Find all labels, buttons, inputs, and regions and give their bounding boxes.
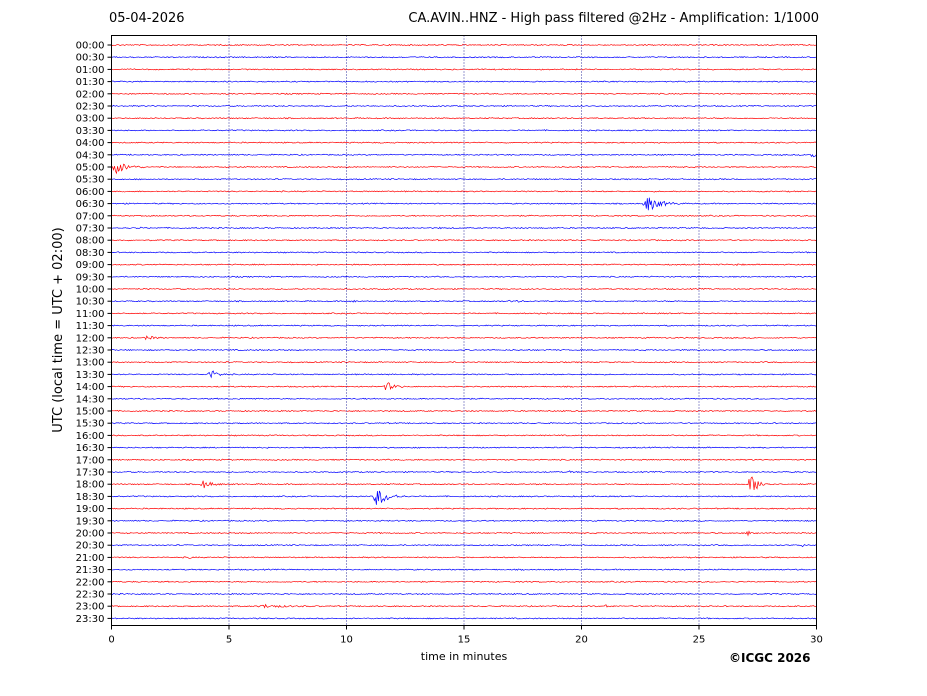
y-tick-label: 14:00	[76, 382, 105, 393]
y-tick-label: 23:00	[76, 602, 105, 613]
trace-1030	[111, 299, 817, 303]
y-tick-label: 08:00	[76, 236, 105, 247]
date-label: 05-04-2026	[109, 11, 185, 26]
y-tick-label: 06:00	[76, 187, 105, 198]
y-tick-label: 01:00	[76, 65, 105, 76]
y-tick-label: 15:30	[76, 419, 105, 430]
trace-1930	[111, 519, 817, 522]
y-tick-label: 07:00	[76, 211, 105, 222]
trace-1800	[111, 476, 817, 490]
y-tick-label: 18:30	[76, 492, 105, 503]
y-tick-label: 01:30	[76, 77, 105, 88]
trace-1300	[111, 361, 817, 364]
trace-0330	[111, 129, 817, 132]
trace-0200	[111, 92, 817, 95]
y-tick-label: 06:30	[76, 199, 105, 210]
x-axis-label: time in minutes	[421, 650, 508, 663]
x-tick-label: 25	[693, 635, 706, 646]
trace-0500	[111, 163, 817, 175]
y-axis-label: UTC (local time = UTC + 02:00)	[51, 227, 66, 432]
x-tick-label: 30	[810, 635, 823, 646]
y-tick-label: 03:00	[76, 114, 105, 125]
y-tick-label: 11:00	[76, 309, 105, 320]
trace-1730	[111, 470, 817, 474]
y-tick-label: 12:30	[76, 346, 105, 357]
grid-layer	[228, 35, 700, 626]
y-tick-label: 04:30	[76, 150, 105, 161]
trace-0300	[111, 117, 817, 120]
y-tick-label: 22:30	[76, 590, 105, 601]
y-tick-label: 03:30	[76, 126, 105, 137]
y-tick-label: 12:00	[76, 333, 105, 344]
y-tick-label: 08:30	[76, 248, 105, 259]
y-tick-label: 00:00	[76, 41, 105, 52]
y-tick-label: 07:30	[76, 224, 105, 235]
x-tick-label: 15	[458, 635, 471, 646]
y-tick-label: 05:00	[76, 163, 105, 174]
copyright-credit: ©ICGC 2026	[729, 651, 811, 665]
x-tick-label: 5	[226, 635, 232, 646]
y-tick-label: 16:30	[76, 443, 105, 454]
y-tick-label: 13:30	[76, 370, 105, 381]
y-tick-label: 04:00	[76, 138, 105, 149]
y-tick-label: 02:30	[76, 102, 105, 113]
y-tick-label: 09:30	[76, 272, 105, 283]
y-tick-label: 10:30	[76, 297, 105, 308]
x-axis: 0 5 10 15 20 25 30	[108, 625, 823, 646]
y-tick-label: 19:00	[76, 504, 105, 515]
y-tick-label: 20:00	[76, 529, 105, 540]
trace-1830	[111, 490, 817, 505]
y-tick-label: 15:00	[76, 407, 105, 418]
y-tick-label: 21:00	[76, 553, 105, 564]
y-tick-label: 00:30	[76, 53, 105, 64]
y-tick-label: 09:00	[76, 260, 105, 271]
y-tick-label: 13:00	[76, 358, 105, 369]
y-tick-label: 17:30	[76, 468, 105, 479]
x-tick-label: 0	[108, 635, 114, 646]
y-tick-label: 20:30	[76, 541, 105, 552]
trace-0530	[111, 178, 817, 181]
y-tick-label: 18:00	[76, 480, 105, 491]
chart-title: CA.AVIN..HNZ - High pass filtered @2Hz -…	[408, 11, 819, 26]
y-tick-label: 02:00	[76, 89, 105, 100]
y-tick-label: 23:30	[76, 614, 105, 625]
y-tick-label: 14:30	[76, 394, 105, 405]
x-tick-label: 10	[340, 635, 353, 646]
trace-1130	[111, 324, 817, 327]
trace-0430	[111, 153, 817, 158]
y-tick-label: 19:30	[76, 516, 105, 527]
trace-1200	[111, 335, 817, 341]
trace-0230	[111, 104, 817, 108]
y-tick-label: 21:30	[76, 565, 105, 576]
trace-1100	[111, 312, 817, 315]
x-tick-label: 20	[575, 635, 588, 646]
y-tick-label: 11:30	[76, 321, 105, 332]
y-tick-label: 10:00	[76, 285, 105, 296]
y-tick-label: 16:00	[76, 431, 105, 442]
trace-1230	[111, 348, 817, 352]
trace-2000	[111, 530, 817, 537]
trace-0930	[111, 275, 817, 278]
y-tick-label: 05:30	[76, 175, 105, 186]
trace-1900	[111, 507, 817, 510]
y-tick-label: 17:00	[76, 455, 105, 466]
trace-layer	[111, 43, 817, 620]
trace-1000	[111, 287, 817, 291]
y-tick-label: 22:00	[76, 577, 105, 588]
trace-0400	[111, 141, 817, 144]
trace-2030	[111, 544, 817, 548]
